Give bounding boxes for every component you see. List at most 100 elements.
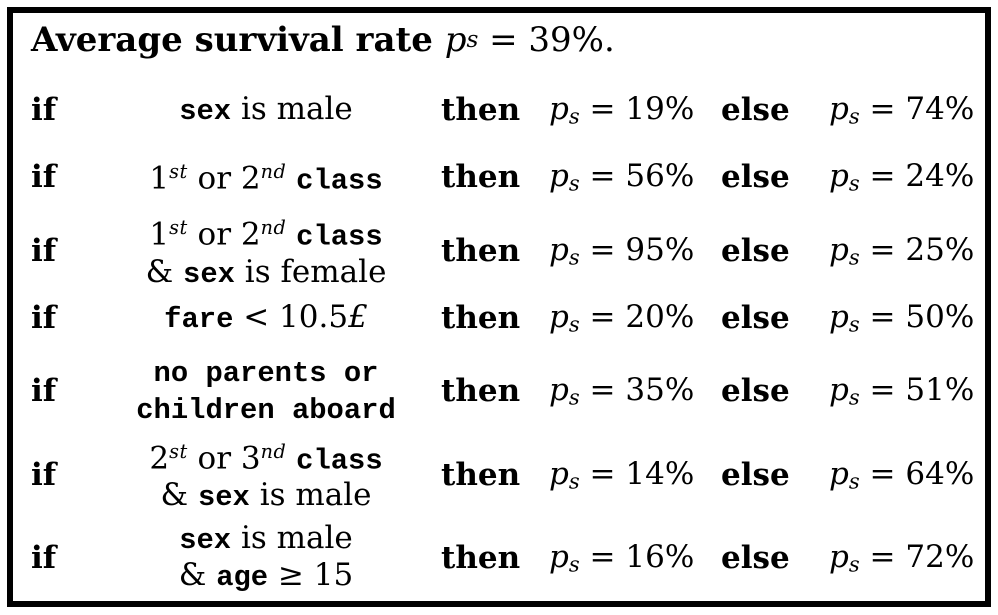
if-keyword: if (31, 159, 57, 195)
rule-row: if 2st or 3nd class & sex is male then ps… (13, 433, 985, 517)
text-segment (286, 440, 296, 476)
text-segment: p (829, 91, 849, 128)
text-segment: p (549, 539, 569, 576)
then-survival-value: ps = 14% (549, 456, 721, 494)
text-segment: class (296, 444, 383, 478)
else-survival-value: ps = 74% (829, 91, 979, 129)
text-segment: p (829, 158, 849, 195)
text-segment: p (549, 372, 569, 409)
then-survival-value: ps = 95% (549, 232, 721, 270)
else-survival-value: ps = 25% (829, 232, 979, 270)
then-survival-value: ps = 35% (549, 372, 721, 410)
rule-condition: sex is male & age ≥ 15 (91, 521, 441, 595)
then-keyword: then (441, 233, 521, 270)
text-segment: = 24% (859, 158, 975, 195)
text-segment: = 35% (579, 372, 695, 409)
text-segment: sex (183, 257, 235, 291)
then-keyword: then (441, 159, 521, 195)
text-segment: nd (260, 439, 287, 463)
rule-condition: 1st or 2nd class (91, 155, 441, 199)
else-keyword: else (721, 373, 790, 409)
if-keyword: if (31, 457, 57, 493)
text-segment: Average survival rate (31, 20, 445, 60)
rule-row: if sex is male & age ≥ 15 then ps = 16% e… (13, 517, 985, 599)
condition-line: fare < 10.5£ (91, 300, 441, 337)
rule-condition: 2st or 3nd class & sex is male (91, 435, 441, 516)
text-segment: p (829, 456, 849, 493)
text-segment: = 64% (859, 456, 975, 493)
condition-line: & sex is male (91, 478, 441, 515)
text-segment: sex (197, 481, 250, 515)
text-segment: s (848, 170, 860, 196)
rule-row: if 1st or 2nd class & sex is female then … (13, 211, 985, 291)
text-segment: £ (348, 298, 368, 335)
text-segment: st (169, 439, 188, 463)
else-survival-value: ps = 51% (829, 372, 979, 410)
then-keyword: then (441, 457, 521, 493)
text-segment: s (466, 27, 479, 53)
then-keyword: then (441, 373, 521, 409)
text-segment (286, 161, 296, 197)
text-segment: is male (231, 520, 353, 556)
text-segment: s (568, 311, 580, 337)
text-segment: = 19% (579, 91, 695, 128)
text-segment: = 72% (859, 539, 975, 576)
text-segment: nd (260, 216, 287, 239)
rule-row: if fare < 10.5£ then ps = 20% else ps = … (13, 287, 985, 349)
text-segment: s (848, 103, 860, 129)
text-segment: or (187, 160, 241, 197)
text-segment: = 20% (579, 299, 695, 336)
condition-line: sex is male (91, 521, 441, 558)
text-segment: children aboard (136, 394, 396, 427)
if-keyword: if (31, 92, 57, 128)
then-keyword: then (441, 300, 521, 336)
text-segment: fare (164, 302, 234, 336)
text-segment: s (568, 170, 580, 196)
text-segment: p (549, 299, 569, 336)
rule-condition: fare < 10.5£ (91, 300, 441, 337)
text-segment: no parents or (153, 357, 379, 390)
text-segment: sex (179, 94, 232, 128)
text-segment: is male (231, 90, 353, 127)
else-keyword: else (721, 300, 790, 336)
text-segment: p (829, 299, 849, 336)
text-segment: s (568, 384, 580, 410)
text-segment: s (568, 551, 580, 577)
text-segment: st (169, 216, 188, 239)
rule-condition: sex is male (91, 92, 441, 129)
text-segment: = 14% (579, 456, 695, 493)
then-survival-value: ps = 19% (549, 91, 721, 129)
then-keyword: then (441, 540, 521, 576)
text-segment: ≥ 15 (268, 557, 354, 593)
if-keyword: if (31, 300, 57, 336)
else-survival-value: ps = 72% (829, 539, 979, 577)
text-segment: p (829, 372, 849, 409)
text-segment: = 56% (579, 158, 695, 195)
text-segment: or (187, 440, 241, 477)
rules-list: if sex is male then ps = 19% else ps = 7… (13, 77, 985, 599)
else-keyword: else (721, 159, 790, 195)
text-segment: p (549, 158, 569, 195)
rule-condition: 1st or 2nd class & sex is female (91, 211, 441, 292)
condition-line: sex is male (91, 92, 441, 129)
text-segment: & (145, 253, 184, 290)
text-segment: 1 (149, 216, 170, 253)
then-survival-value: ps = 16% (549, 539, 721, 577)
text-segment: s (568, 245, 580, 271)
text-segment: p (549, 456, 569, 493)
else-keyword: else (721, 92, 790, 128)
rule-row: if sex is male then ps = 19% else ps = 7… (13, 77, 985, 143)
text-segment: nd (260, 160, 287, 184)
text-segment: s (848, 551, 860, 577)
condition-line: & age ≥ 15 (91, 558, 441, 595)
else-keyword: else (721, 540, 790, 576)
rule-condition: no parents or children aboard (91, 354, 441, 428)
condition-line: 1st or 2nd class (91, 211, 441, 255)
text-segment: s (848, 245, 860, 271)
text-segment: = 95% (579, 232, 695, 269)
text-segment: 2 (240, 160, 261, 197)
text-segment: age (216, 561, 269, 594)
text-segment: = 39%. (478, 20, 615, 60)
text-segment: class (296, 220, 383, 254)
